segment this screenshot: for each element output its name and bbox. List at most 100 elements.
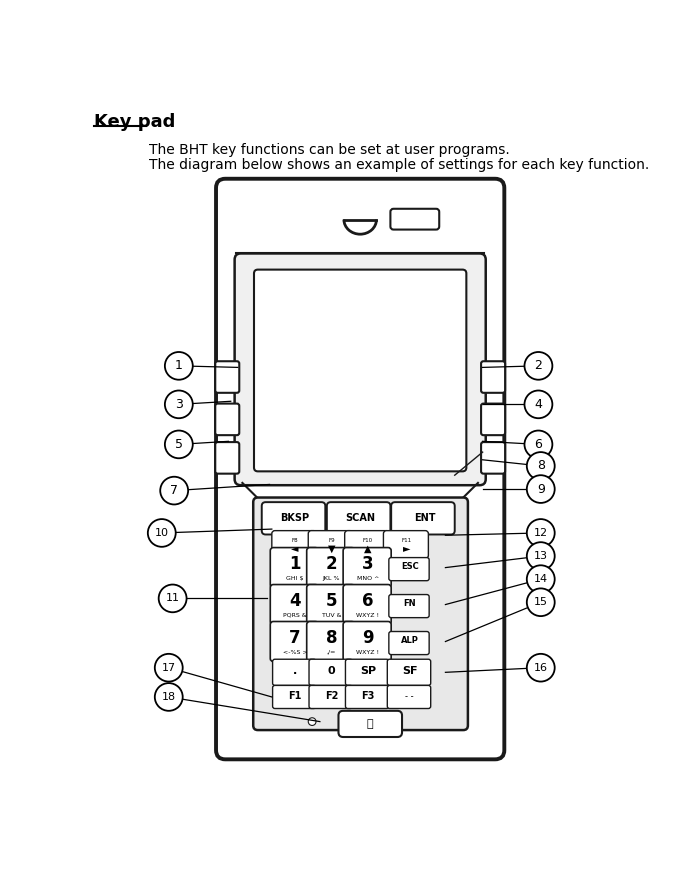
FancyBboxPatch shape: [481, 442, 505, 473]
FancyBboxPatch shape: [327, 502, 391, 534]
Text: 2: 2: [535, 359, 542, 372]
Text: SP: SP: [360, 666, 376, 676]
Text: 3: 3: [362, 554, 374, 573]
Text: 17: 17: [161, 663, 176, 672]
Text: F3: F3: [361, 691, 375, 701]
FancyBboxPatch shape: [345, 659, 389, 686]
Text: ,/=: ,/=: [327, 649, 336, 655]
Text: The BHT key functions can be set at user programs.: The BHT key functions can be set at user…: [150, 143, 510, 157]
Text: F8: F8: [291, 539, 298, 543]
FancyBboxPatch shape: [481, 362, 505, 392]
Text: ⏻: ⏻: [367, 719, 373, 729]
Text: GHI $: GHI $: [287, 576, 304, 581]
FancyBboxPatch shape: [271, 584, 318, 625]
Text: 0: 0: [328, 666, 336, 676]
Text: 5: 5: [326, 591, 337, 610]
FancyBboxPatch shape: [308, 531, 353, 558]
Text: 8: 8: [537, 459, 545, 473]
Text: 1: 1: [289, 554, 301, 573]
Text: 6: 6: [362, 591, 374, 610]
FancyBboxPatch shape: [271, 621, 318, 662]
Text: 1: 1: [175, 359, 182, 372]
Circle shape: [527, 654, 555, 682]
Text: ▲: ▲: [364, 543, 372, 554]
Circle shape: [165, 391, 193, 418]
Polygon shape: [221, 260, 238, 290]
Text: 12: 12: [534, 528, 548, 538]
Text: PQRS &: PQRS &: [283, 612, 307, 618]
FancyBboxPatch shape: [345, 531, 389, 558]
Circle shape: [160, 477, 188, 504]
Circle shape: [165, 352, 193, 379]
Text: ESC: ESC: [401, 562, 419, 571]
Circle shape: [308, 718, 316, 725]
FancyBboxPatch shape: [391, 209, 439, 230]
Circle shape: [165, 430, 193, 458]
FancyBboxPatch shape: [343, 547, 391, 588]
FancyBboxPatch shape: [307, 584, 355, 625]
FancyBboxPatch shape: [261, 502, 325, 534]
Text: 7: 7: [289, 628, 301, 647]
Circle shape: [527, 452, 555, 480]
FancyBboxPatch shape: [387, 659, 431, 686]
FancyBboxPatch shape: [309, 686, 352, 708]
Polygon shape: [225, 188, 238, 260]
Text: WXYZ !: WXYZ !: [356, 612, 380, 618]
Text: 8: 8: [326, 628, 337, 647]
FancyBboxPatch shape: [309, 659, 352, 686]
Circle shape: [524, 430, 552, 458]
Text: ◄: ◄: [291, 543, 299, 554]
Text: SCAN: SCAN: [345, 513, 375, 524]
FancyBboxPatch shape: [391, 502, 455, 534]
Text: F2: F2: [325, 691, 338, 701]
Circle shape: [159, 584, 187, 612]
Text: ENT: ENT: [414, 513, 435, 524]
FancyBboxPatch shape: [215, 404, 239, 435]
Circle shape: [527, 565, 555, 593]
Text: F9: F9: [329, 539, 335, 543]
Circle shape: [147, 519, 175, 546]
FancyBboxPatch shape: [215, 442, 239, 473]
Text: 14: 14: [534, 574, 548, 584]
Text: TUV &: TUV &: [322, 612, 341, 618]
FancyBboxPatch shape: [216, 179, 504, 759]
Text: F10: F10: [363, 539, 373, 543]
FancyBboxPatch shape: [389, 632, 429, 655]
Text: 10: 10: [154, 528, 168, 538]
Circle shape: [527, 542, 555, 570]
FancyBboxPatch shape: [272, 531, 317, 558]
Text: 4: 4: [535, 398, 542, 411]
Circle shape: [527, 589, 555, 616]
FancyBboxPatch shape: [307, 547, 355, 588]
Circle shape: [154, 683, 182, 711]
FancyBboxPatch shape: [254, 269, 466, 472]
FancyBboxPatch shape: [307, 621, 355, 662]
Text: 13: 13: [534, 551, 548, 561]
FancyBboxPatch shape: [338, 711, 402, 737]
Text: .: .: [293, 666, 297, 676]
Circle shape: [524, 352, 552, 379]
Text: F11: F11: [402, 539, 412, 543]
Text: The diagram below shows an example of settings for each key function.: The diagram below shows an example of se…: [150, 158, 649, 172]
FancyBboxPatch shape: [273, 659, 316, 686]
FancyBboxPatch shape: [384, 531, 428, 558]
Text: - -: - -: [405, 692, 414, 700]
Text: 11: 11: [166, 593, 180, 604]
FancyBboxPatch shape: [345, 686, 389, 708]
Text: 4: 4: [289, 591, 301, 610]
Text: WXYZ !: WXYZ !: [356, 649, 380, 655]
Text: Key pad: Key pad: [94, 114, 175, 131]
Text: 5: 5: [175, 438, 183, 451]
Text: JKL %: JKL %: [323, 576, 340, 581]
FancyBboxPatch shape: [343, 584, 391, 625]
Text: 15: 15: [534, 598, 548, 607]
Text: 18: 18: [161, 692, 176, 702]
Text: FN: FN: [403, 599, 416, 608]
Text: 2: 2: [326, 554, 338, 573]
Text: SF: SF: [402, 666, 417, 676]
FancyBboxPatch shape: [387, 686, 431, 708]
Text: 7: 7: [170, 484, 178, 497]
FancyBboxPatch shape: [343, 621, 391, 662]
Text: 9: 9: [537, 482, 545, 495]
Text: ALP: ALP: [401, 636, 419, 645]
